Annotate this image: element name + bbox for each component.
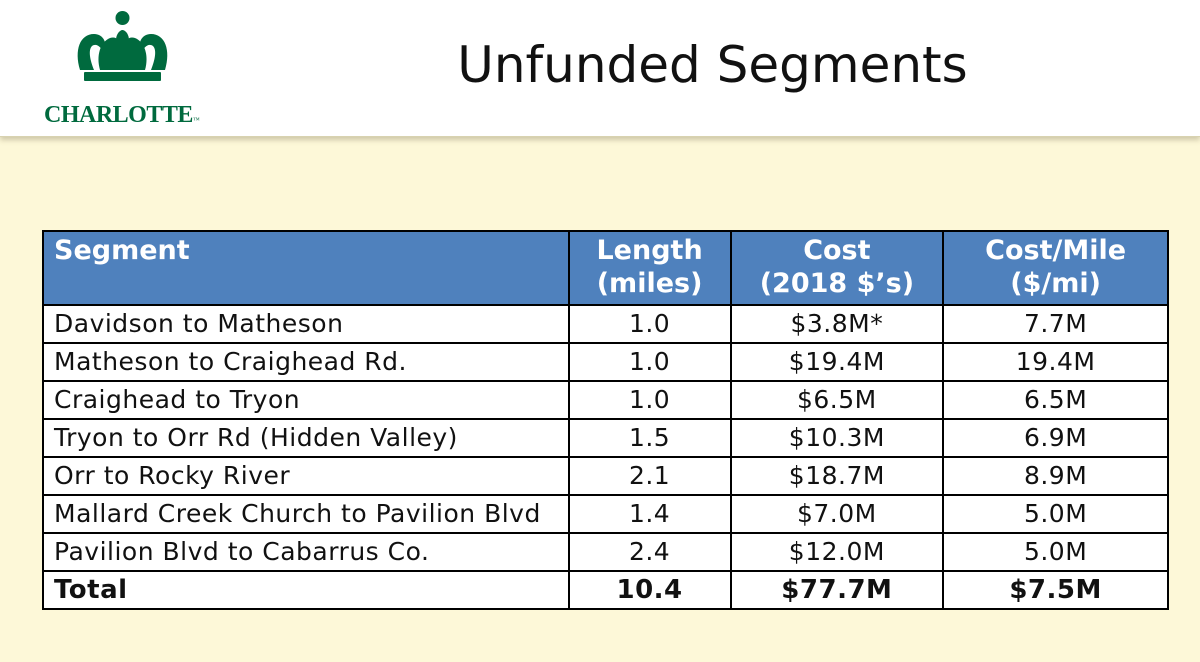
table-row: Tryon to Orr Rd (Hidden Valley) 1.5 $10.… <box>42 418 1169 458</box>
cell-cost-per-mile: 5.0M <box>942 494 1169 534</box>
table-row: Craighead to Tryon 1.0 $6.5M 6.5M <box>42 380 1169 420</box>
logo-wordmark: CHARLOTTE™ <box>44 102 200 128</box>
cell-cost-per-mile: 6.9M <box>942 418 1169 458</box>
table-row: Matheson to Craighead Rd. 1.0 $19.4M 19.… <box>42 342 1169 382</box>
cell-segment: Matheson to Craighead Rd. <box>42 342 570 382</box>
cell-cost-per-mile: 5.0M <box>942 532 1169 572</box>
page-title: Unfunded Segments <box>457 36 968 94</box>
cell-cost: $6.5M <box>729 380 945 420</box>
cell-cost: $19.4M <box>729 342 945 382</box>
cell-length: 1.0 <box>567 304 732 344</box>
cell-cost: $12.0M <box>729 532 945 572</box>
total-label: Total <box>42 570 570 610</box>
cell-length: 1.4 <box>567 494 732 534</box>
cell-cost: $7.0M <box>729 494 945 534</box>
cell-segment: Davidson to Matheson <box>42 304 570 344</box>
charlotte-logo: CHARLOTTE™ <box>40 10 215 130</box>
header-segment: Segment <box>42 230 570 306</box>
unfunded-segments-table: Segment Length (miles) Cost (2018 $’s) Cos… <box>42 230 1169 610</box>
cell-segment: Tryon to Orr Rd (Hidden Valley) <box>42 418 570 458</box>
total-length: 10.4 <box>567 570 732 610</box>
table-row: Mallard Creek Church to Pavilion Blvd 1.… <box>42 494 1169 534</box>
table-row: Pavilion Blvd to Cabarrus Co. 2.4 $12.0M… <box>42 532 1169 572</box>
cell-length: 1.0 <box>567 380 732 420</box>
cell-length: 2.1 <box>567 456 732 496</box>
table-total-row: Total 10.4 $77.7M $7.5M <box>42 570 1169 610</box>
cell-segment: Pavilion Blvd to Cabarrus Co. <box>42 532 570 572</box>
cell-segment: Craighead to Tryon <box>42 380 570 420</box>
cell-segment: Orr to Rocky River <box>42 456 570 496</box>
total-cost-per-mile: $7.5M <box>942 570 1169 610</box>
table-row: Orr to Rocky River 2.1 $18.7M 8.9M <box>42 456 1169 496</box>
header-length: Length (miles) <box>567 230 732 306</box>
slide-header: CHARLOTTE™ Unfunded Segments <box>0 0 1200 137</box>
cell-cost: $3.8M* <box>729 304 945 344</box>
cell-cost-per-mile: 7.7M <box>942 304 1169 344</box>
cell-cost-per-mile: 6.5M <box>942 380 1169 420</box>
table-row: Davidson to Matheson 1.0 $3.8M* 7.7M <box>42 304 1169 344</box>
cell-cost-per-mile: 8.9M <box>942 456 1169 496</box>
header-cost: Cost (2018 $’s) <box>729 230 945 306</box>
cell-length: 2.4 <box>567 532 732 572</box>
cell-segment: Mallard Creek Church to Pavilion Blvd <box>42 494 570 534</box>
cell-cost: $18.7M <box>729 456 945 496</box>
header-cost-per-mile: Cost/Mile ($/mi) <box>942 230 1169 306</box>
cell-cost: $10.3M <box>729 418 945 458</box>
cell-length: 1.5 <box>567 418 732 458</box>
table-header-row: Segment Length (miles) Cost (2018 $’s) Cos… <box>42 230 1169 306</box>
cell-length: 1.0 <box>567 342 732 382</box>
cell-cost-per-mile: 19.4M <box>942 342 1169 382</box>
crown-icon <box>77 11 168 81</box>
total-cost: $77.7M <box>729 570 945 610</box>
